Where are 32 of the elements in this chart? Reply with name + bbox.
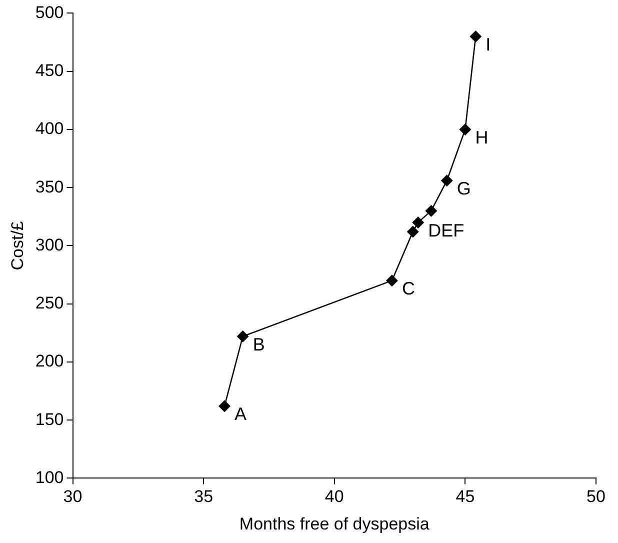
annotation: DEF <box>428 220 464 240</box>
y-tick-label: 150 <box>35 410 64 429</box>
annotation: A <box>234 404 247 424</box>
annotation: G <box>456 178 471 199</box>
point <box>470 30 482 42</box>
y-tick-label: 400 <box>35 119 64 138</box>
annotation: B <box>252 334 265 354</box>
annotation: I <box>486 34 491 54</box>
annotation: H <box>475 127 488 148</box>
point <box>236 330 249 342</box>
point <box>406 226 419 238</box>
y-tick-label: 500 <box>35 2 64 22</box>
y-tick-label: 250 <box>35 294 64 313</box>
point <box>386 274 398 287</box>
y-tick-label: 350 <box>35 177 64 196</box>
x-axis-title: Months free of dyspepsia <box>239 514 430 534</box>
y-tick-label: 100 <box>35 468 64 487</box>
x-tick-label: 35 <box>194 487 214 506</box>
point <box>412 216 424 228</box>
point <box>425 204 438 217</box>
y-axis-title: Cost/£ <box>8 220 27 270</box>
x-tick-label: 50 <box>586 487 606 506</box>
x-tick-label: 45 <box>456 487 475 506</box>
x-tick-label: 30 <box>63 487 82 506</box>
y-tick-label: 300 <box>35 235 64 254</box>
x-tick-label: 40 <box>324 487 344 506</box>
point <box>440 174 453 187</box>
point <box>459 123 472 136</box>
y-tick-label: 200 <box>35 352 64 371</box>
y-tick-label: 450 <box>35 61 64 80</box>
annotation: C <box>402 278 415 299</box>
point <box>218 400 231 412</box>
